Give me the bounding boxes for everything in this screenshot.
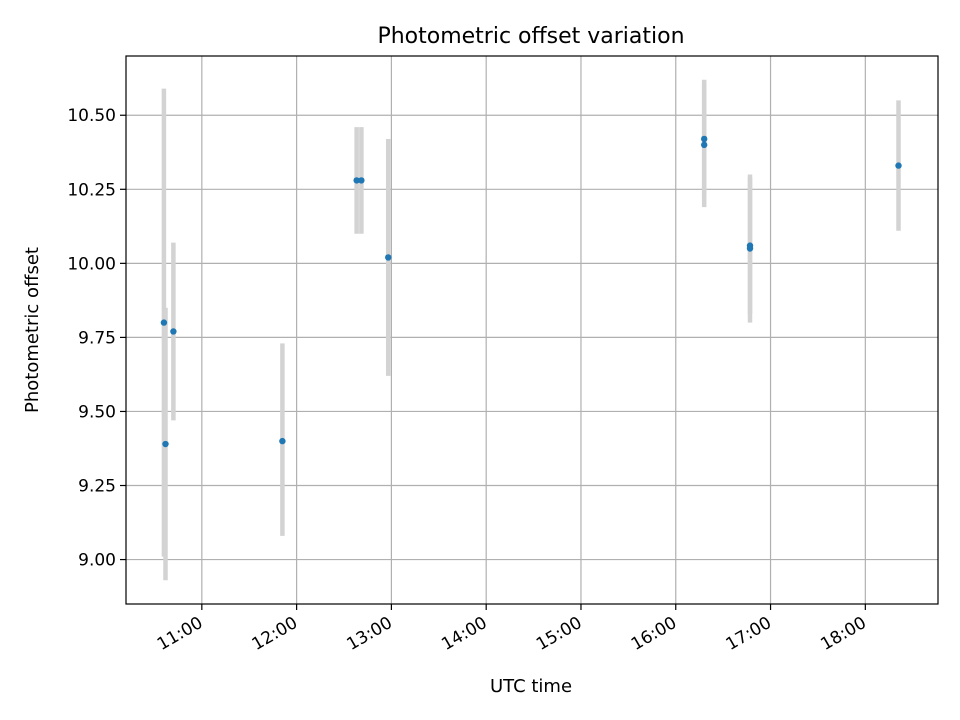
x-tick-label: 15:00 — [533, 613, 585, 655]
data-point — [700, 135, 708, 143]
x-tick-label: 14:00 — [438, 613, 490, 655]
y-tick-label: 9.50 — [78, 402, 116, 422]
y-tick-label: 9.75 — [78, 328, 116, 348]
y-tick-label: 10.50 — [67, 106, 116, 126]
x-tick-label: 17:00 — [723, 613, 775, 655]
plot-area-frame — [125, 55, 939, 605]
data-point — [170, 328, 177, 335]
data-point — [353, 177, 360, 184]
data-point — [700, 141, 708, 149]
x-axis-label: UTC time — [490, 676, 572, 697]
data-point — [162, 440, 169, 448]
y-tick-label: 10.00 — [67, 254, 116, 274]
y-axis-label: Photometric offset — [22, 247, 43, 413]
data-point — [385, 254, 392, 261]
chart-title: Photometric offset variation — [377, 24, 684, 49]
point-layer — [160, 135, 902, 448]
data-point — [358, 177, 365, 184]
y-tick-label: 9.00 — [78, 551, 116, 571]
errorbar-layer — [161, 79, 901, 581]
y-tick-label: 10.25 — [67, 180, 116, 200]
data-point — [746, 245, 754, 252]
x-tick-label: 16:00 — [628, 613, 680, 655]
x-tick-label: 13:00 — [343, 613, 395, 655]
data-point — [160, 319, 168, 326]
x-axis-ticks: 11:00 12:00 13:00 14:00 15:00 16:00 17:00 18:00 — [154, 604, 870, 655]
y-tick-label: 9.25 — [78, 477, 116, 497]
y-axis-ticks: 9.00 9.25 9.50 9.75 10.00 10.25 10.50 — [67, 106, 126, 571]
x-tick-label: 11:00 — [154, 613, 206, 655]
x-tick-label: 12:00 — [249, 613, 301, 655]
data-point — [279, 437, 286, 445]
x-tick-label: 18:00 — [817, 613, 869, 655]
data-point — [895, 162, 902, 169]
grid-layer — [126, 56, 938, 604]
